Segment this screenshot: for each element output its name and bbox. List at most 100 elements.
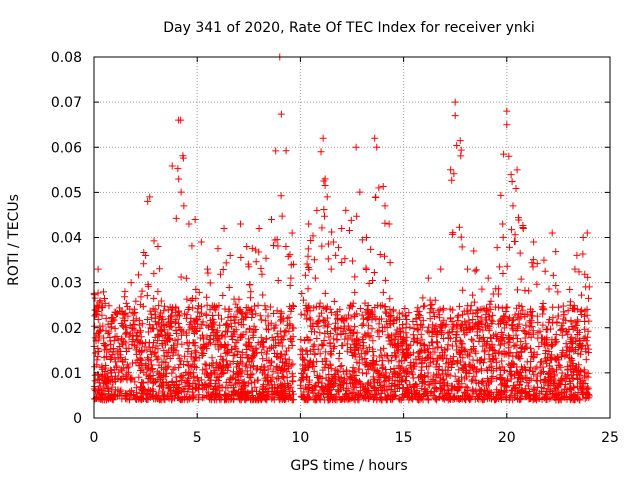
data-point bbox=[485, 327, 493, 335]
data-point bbox=[368, 390, 376, 398]
data-point bbox=[198, 309, 206, 317]
data-point bbox=[142, 371, 150, 379]
data-point bbox=[237, 254, 245, 262]
data-point bbox=[437, 324, 445, 332]
data-point bbox=[131, 308, 139, 316]
data-point bbox=[211, 384, 219, 392]
data-point bbox=[381, 387, 389, 395]
data-point bbox=[563, 393, 571, 401]
data-point bbox=[426, 296, 434, 304]
data-point bbox=[412, 314, 420, 322]
data-point bbox=[332, 326, 340, 334]
data-point-peak bbox=[381, 202, 389, 210]
data-point bbox=[324, 328, 332, 336]
data-point bbox=[328, 391, 336, 399]
data-point-peak bbox=[96, 297, 104, 305]
data-point bbox=[384, 331, 392, 339]
data-point bbox=[472, 368, 480, 376]
data-point bbox=[249, 388, 257, 396]
data-point bbox=[184, 306, 192, 314]
data-point bbox=[529, 396, 537, 404]
data-point bbox=[259, 384, 267, 392]
data-point bbox=[316, 372, 324, 380]
data-point bbox=[577, 378, 585, 386]
data-point bbox=[140, 249, 148, 257]
data-point bbox=[133, 395, 141, 403]
data-point bbox=[403, 316, 411, 324]
data-point bbox=[469, 291, 477, 299]
data-point bbox=[99, 322, 107, 330]
data-point bbox=[370, 269, 378, 277]
data-point bbox=[522, 329, 530, 337]
data-point bbox=[191, 323, 199, 331]
data-point bbox=[132, 315, 140, 323]
data-point bbox=[585, 394, 593, 402]
data-point bbox=[113, 363, 121, 371]
data-point bbox=[264, 312, 272, 320]
data-point-peak bbox=[548, 229, 556, 237]
data-point bbox=[334, 387, 342, 395]
data-point bbox=[449, 323, 457, 331]
data-point bbox=[129, 359, 137, 367]
data-point bbox=[396, 329, 404, 337]
data-point bbox=[276, 339, 284, 347]
data-point bbox=[452, 330, 460, 338]
data-point bbox=[385, 337, 393, 345]
data-point-peak bbox=[470, 247, 478, 255]
data-point bbox=[225, 378, 233, 386]
data-point bbox=[123, 390, 131, 398]
data-point bbox=[287, 361, 295, 369]
data-point bbox=[515, 396, 523, 404]
data-point bbox=[254, 376, 262, 384]
data-point bbox=[206, 376, 214, 384]
data-point bbox=[215, 363, 223, 371]
data-point bbox=[402, 345, 410, 353]
data-point bbox=[450, 170, 458, 178]
data-point bbox=[454, 317, 462, 325]
data-point bbox=[448, 176, 456, 184]
data-point bbox=[413, 334, 421, 342]
data-point bbox=[458, 395, 466, 403]
data-point bbox=[580, 334, 588, 342]
data-point bbox=[585, 283, 593, 291]
data-point bbox=[316, 299, 324, 307]
data-point bbox=[140, 379, 148, 387]
data-point bbox=[287, 274, 295, 282]
data-point bbox=[98, 311, 106, 319]
data-point bbox=[558, 369, 566, 377]
y-axis-label: ROTI / TECUs bbox=[6, 194, 22, 286]
data-point bbox=[454, 383, 462, 391]
data-point bbox=[102, 362, 110, 370]
data-point bbox=[265, 356, 273, 364]
data-point bbox=[405, 309, 413, 317]
data-point bbox=[371, 384, 379, 392]
data-point bbox=[364, 366, 372, 374]
x-tick-label: 5 bbox=[193, 430, 202, 446]
data-point bbox=[126, 396, 134, 404]
data-point bbox=[518, 388, 526, 396]
data-point bbox=[411, 380, 419, 388]
data-point bbox=[554, 288, 562, 296]
data-point bbox=[542, 326, 550, 334]
data-point bbox=[132, 297, 140, 305]
data-point bbox=[168, 311, 176, 319]
data-point bbox=[580, 366, 588, 374]
data-point bbox=[381, 303, 389, 311]
data-point bbox=[148, 393, 156, 401]
data-point bbox=[511, 238, 519, 246]
data-point bbox=[416, 314, 424, 322]
data-point bbox=[123, 361, 131, 369]
data-point bbox=[401, 305, 409, 313]
data-point bbox=[424, 369, 432, 377]
data-point bbox=[342, 330, 350, 338]
data-point bbox=[150, 294, 158, 302]
data-point bbox=[285, 344, 293, 352]
data-point bbox=[266, 362, 274, 370]
data-point bbox=[94, 352, 102, 360]
data-point bbox=[192, 315, 200, 323]
data-point bbox=[190, 372, 198, 380]
data-point bbox=[338, 362, 346, 370]
data-point bbox=[391, 369, 399, 377]
data-point bbox=[268, 395, 276, 403]
data-point bbox=[185, 339, 193, 347]
